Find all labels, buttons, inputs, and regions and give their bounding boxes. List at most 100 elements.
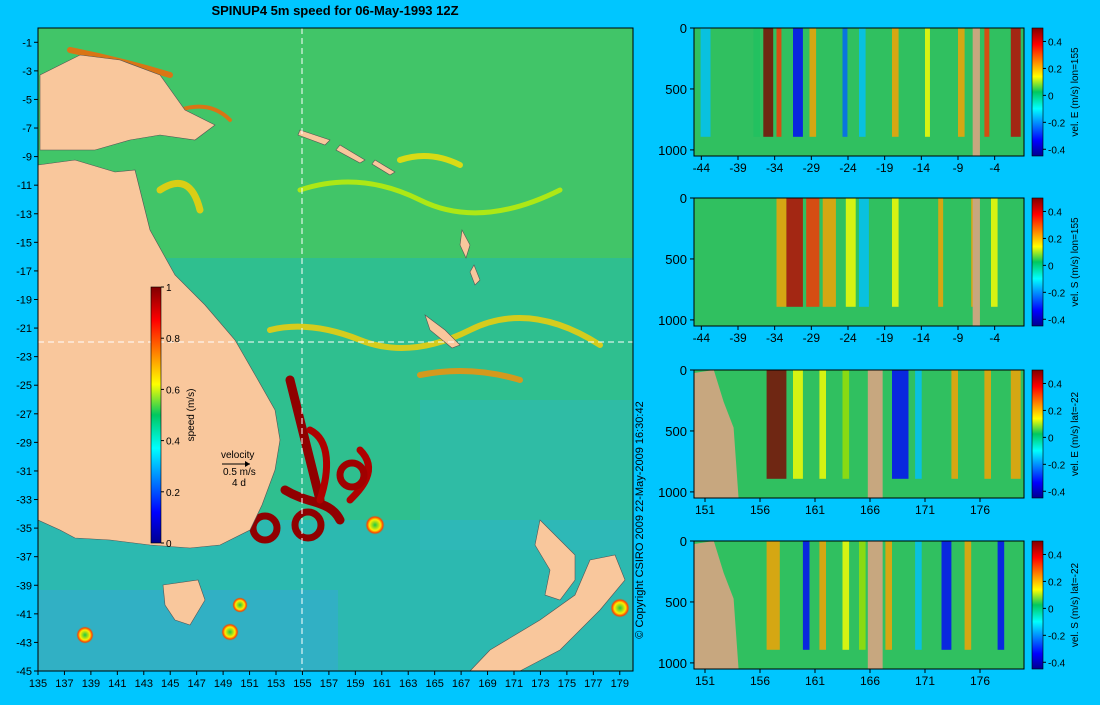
map-y-tick-label: -7 [22, 123, 32, 135]
profile-panel-frame [693, 27, 1025, 157]
profile-y-tick-label: 500 [665, 82, 687, 97]
profile-colorbar-tick-label: -0.4 [1048, 145, 1066, 156]
speed-colorbar-tick-label: 0.6 [166, 385, 180, 396]
profile-x-tick-label: -34 [766, 161, 784, 175]
profile-anomaly [819, 541, 826, 650]
profile-x-tick-label: -14 [913, 161, 931, 175]
profile-x-tick-label: -24 [839, 161, 857, 175]
profile-anomaly [951, 370, 958, 479]
map-x-tick-label: 175 [558, 678, 576, 690]
profile-anomaly [859, 28, 866, 137]
new-zealand-north [534, 519, 576, 601]
profile-anomaly [809, 28, 817, 137]
map-y-tick-label: -41 [16, 609, 32, 621]
profile-colorbar-tick-label: -0.2 [1048, 118, 1066, 129]
profile-x-tick-label: 171 [915, 674, 935, 688]
map-y-tick-label: -1 [22, 37, 32, 49]
profile-anomaly [819, 370, 826, 479]
profile-anomaly [892, 28, 899, 137]
profile-x-tick-label: -44 [693, 331, 711, 345]
map-y-tick-label: -25 [16, 380, 32, 392]
solomon-islands [297, 129, 396, 176]
profile-anomaly [984, 370, 991, 479]
velocity-key-arrowhead [245, 461, 250, 467]
profile-x-tick-label: -29 [803, 161, 821, 175]
profile-anomaly [766, 370, 787, 479]
map-y-tick-label: -29 [16, 437, 32, 449]
profile-x-tick-label: 151 [695, 674, 715, 688]
profile-anomaly [842, 370, 850, 479]
profile-panel-frame [693, 369, 1025, 499]
map-y-tick-label: -39 [16, 580, 32, 592]
map-x-tick-label: 169 [478, 678, 496, 690]
map-y-tick-label: -27 [16, 409, 32, 421]
map-y-tick-label: -17 [16, 266, 32, 278]
speed-colorbar-tick-label: 0.2 [166, 488, 180, 499]
profile-y-tick-label: 500 [665, 595, 687, 610]
map-x-tick-label: 179 [611, 678, 629, 690]
speed-colorbar-tick-label: 1 [166, 283, 172, 294]
profile-anomaly [915, 541, 922, 650]
map-x-tick-label: 139 [82, 678, 100, 690]
profile-x-tick-label: -4 [989, 331, 1000, 345]
map-x-tick-label: 173 [531, 678, 549, 690]
profile-anomaly [984, 28, 990, 137]
profile-panels: -44 -39 -34 -29 -24 -19 -14 -9 -4 0 500 1000 -0.4 -0.… [658, 21, 1081, 688]
profile-panel-frame [693, 540, 1025, 670]
profile-anomaly [842, 28, 848, 137]
profile-colorbar-label: vel. E (m/s) lat=-22 [1070, 391, 1081, 476]
profile-anomaly [958, 28, 965, 137]
profile-anomaly [991, 198, 998, 307]
map-y-tick-label: -21 [16, 323, 32, 335]
map-y-tick-label: -33 [16, 495, 32, 507]
map-x-tick-label: 151 [240, 678, 258, 690]
profile-anomaly [753, 28, 760, 137]
speed-colorbar-bar [150, 286, 162, 544]
map-x-tick-label: 153 [267, 678, 285, 690]
profile-anomaly [1010, 370, 1021, 479]
profile-colorbar-label: vel. E (m/s) lon=155 [1070, 47, 1081, 137]
map-y-tick-label: -13 [16, 209, 32, 221]
profile-x-tick-label: 171 [915, 503, 935, 517]
map-y-tick-label: -35 [16, 523, 32, 535]
profile-anomaly [806, 198, 820, 307]
map-y-tick-label: -5 [22, 94, 32, 106]
profile-x-tick-label: -19 [876, 161, 894, 175]
profile-x-tick-label: 161 [805, 503, 825, 517]
map-x-tick-label: 135 [29, 678, 47, 690]
profile-y-tick-label: 1000 [658, 143, 687, 158]
profile-panel: 151 156 161 166 171 176 0 500 1000 -0.4 -0.2 0 0.2 0.… [658, 363, 1081, 517]
map-x-axis: 135 137 139 141 143 145 147 149 151 153 155 157 159 1… [29, 671, 629, 690]
profile-colorbar-tick-label: -0.2 [1048, 288, 1066, 299]
profile-x-tick-label: 156 [750, 674, 770, 688]
map-x-tick-label: 167 [452, 678, 470, 690]
profile-y-tick-label: 1000 [658, 485, 687, 500]
profile-y-tick-label: 1000 [658, 313, 687, 328]
map-x-tick-label: 165 [425, 678, 443, 690]
speed-colorbar-ticks: 0 0.2 0.4 0.6 0.8 1 [161, 283, 180, 550]
land-mask [972, 198, 980, 326]
profile-x-tick-label: -9 [953, 161, 964, 175]
profile-colorbar-tick-label: -0.4 [1048, 315, 1066, 326]
map-y-axis: -1 -3 -5 -7 -9 -11 -13 -15 -17 -19 -21 -23 -25 -27 -29… [16, 37, 38, 678]
profile-anomaly [941, 541, 952, 650]
map-x-tick-label: 137 [55, 678, 73, 690]
profile-colorbar [1031, 27, 1044, 157]
map-x-tick-label: 141 [108, 678, 126, 690]
land-mask [972, 28, 980, 156]
vanuatu [459, 229, 481, 286]
profile-anomaly [859, 541, 866, 650]
map-x-tick-label: 143 [135, 678, 153, 690]
map-y-tick-label: -3 [22, 66, 32, 78]
profile-anomaly [763, 28, 774, 137]
map-y-tick-label: -9 [22, 152, 32, 164]
map-x-tick-label: 145 [161, 678, 179, 690]
profile-anomaly [892, 370, 909, 479]
profile-panel: 151 156 161 166 171 176 0 500 1000 -0.4 -0.2 0 0.2 0.… [658, 534, 1081, 688]
profile-anomaly [915, 370, 922, 479]
profile-colorbar-tick-label: 0.4 [1048, 37, 1062, 48]
map-x-tick-label: 159 [346, 678, 364, 690]
profile-colorbar-tick-label: -0.2 [1048, 460, 1066, 471]
profile-y-tick-label: 1000 [658, 656, 687, 671]
velocity-key-speed: 0.5 m/s [223, 467, 256, 478]
